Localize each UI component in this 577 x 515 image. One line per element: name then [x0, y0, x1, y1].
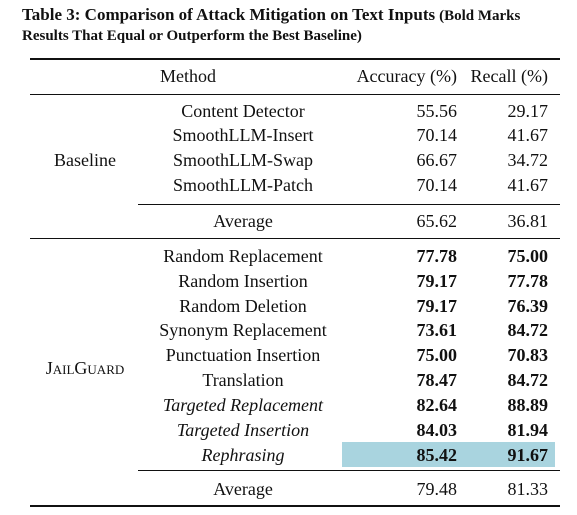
- table-row-accuracy: 85.42: [416, 445, 458, 465]
- table-row-recall: 75.00: [507, 246, 549, 266]
- table-row-method: SmoothLLM-Swap: [172, 150, 313, 170]
- table-row-accuracy: 79.17: [416, 271, 458, 291]
- table-row-accuracy: 78.47: [416, 370, 458, 390]
- table-row-method: Random Deletion: [179, 296, 307, 316]
- jailguard-average-accuracy: 79.48: [416, 479, 458, 499]
- group-rule: [30, 238, 560, 239]
- table-row-recall: 84.72: [507, 320, 549, 340]
- table-row-method: Random Insertion: [178, 271, 308, 291]
- header-accuracy: Accuracy (%): [356, 66, 457, 86]
- group-label-baseline: Baseline: [54, 150, 116, 170]
- jailguard-average-label: Average: [213, 479, 273, 499]
- table-row-recall: 84.72: [507, 370, 549, 390]
- table-row-method: Random Replacement: [163, 246, 323, 266]
- table-row-method: Translation: [202, 370, 284, 390]
- table-row-recall: 91.67: [507, 445, 549, 465]
- group-label-cap-1: J: [45, 358, 53, 378]
- header-method: Method: [160, 66, 216, 86]
- baseline-average-label: Average: [213, 211, 273, 231]
- jailguard-average-rule: [138, 470, 560, 471]
- table-row-method: Punctuation Insertion: [165, 345, 321, 365]
- group-label-small-2: UARD: [87, 362, 125, 377]
- group-label-small-1: AIL: [52, 362, 75, 377]
- table-row-accuracy: 55.56: [416, 101, 458, 121]
- bottom-rule: [30, 505, 560, 507]
- table-row-recall: 29.17: [507, 101, 549, 121]
- table-row-method: SmoothLLM-Insert: [172, 125, 314, 145]
- table-row-method: Targeted Replacement: [162, 395, 324, 415]
- caption-lead: Table 3: Comparison of Attack Mitigation…: [22, 5, 436, 24]
- best-result-highlight: [342, 442, 555, 467]
- caption-note: (Bold Marks Results That Equal or Outper…: [22, 8, 521, 44]
- table-row-recall: 70.83: [507, 345, 549, 365]
- table-row-recall: 76.39: [507, 296, 549, 316]
- table-row-recall: 81.94: [507, 420, 549, 440]
- group-label-jailguard: JAILGUARD: [30, 357, 140, 381]
- table-row-accuracy: 73.61: [416, 320, 458, 340]
- header-recall: Recall (%): [470, 66, 548, 86]
- jailguard-average-recall: 81.33: [507, 479, 549, 499]
- table-row-method: SmoothLLM-Patch: [173, 175, 313, 195]
- baseline-average-accuracy: 65.62: [416, 211, 458, 231]
- table-row-accuracy: 75.00: [416, 345, 458, 365]
- table-row-accuracy: 79.17: [416, 296, 458, 316]
- table-row-method: Synonym Replacement: [159, 320, 327, 340]
- table-row-accuracy: 66.67: [416, 150, 458, 170]
- table-row-method: Content Detector: [181, 101, 305, 121]
- table-row-recall: 77.78: [507, 271, 549, 291]
- table-row-recall: 41.67: [507, 125, 549, 145]
- table-row-recall: 34.72: [507, 150, 549, 170]
- table-row-accuracy: 77.78: [416, 246, 458, 266]
- table-row-method: Targeted Insertion: [176, 420, 310, 440]
- header-rule: [30, 94, 560, 95]
- table-caption: Table 3: Comparison of Attack Mitigation…: [22, 5, 567, 46]
- table-row-accuracy: 82.64: [416, 395, 458, 415]
- top-rule: [30, 58, 560, 60]
- group-label-cap-2: G: [74, 358, 88, 378]
- baseline-average-recall: 36.81: [507, 211, 549, 231]
- table-row-accuracy: 70.14: [416, 125, 458, 145]
- baseline-average-rule: [138, 204, 560, 205]
- table-row-method: Rephrasing: [201, 445, 285, 465]
- table-row-accuracy: 84.03: [416, 420, 458, 440]
- table-row-recall: 41.67: [507, 175, 549, 195]
- table-row-accuracy: 70.14: [416, 175, 458, 195]
- table-row-recall: 88.89: [507, 395, 549, 415]
